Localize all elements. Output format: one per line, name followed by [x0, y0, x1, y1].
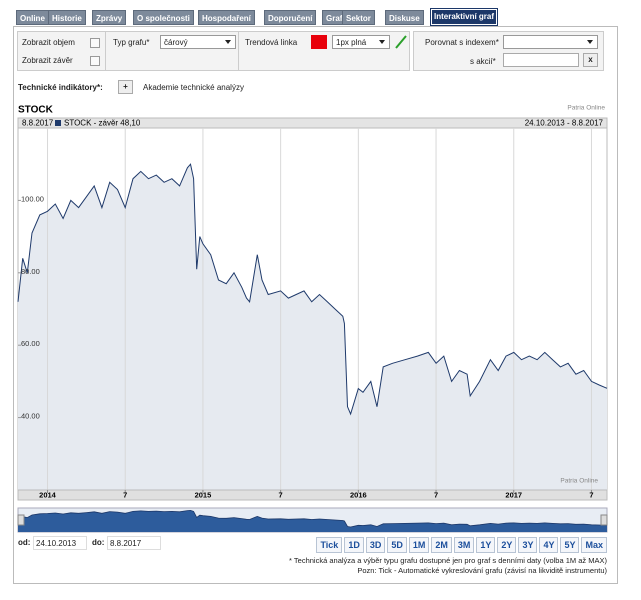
- y-tick-label: 40.00: [21, 412, 40, 421]
- text-input[interactable]: [503, 53, 579, 67]
- tab[interactable]: Doporučení: [264, 10, 317, 25]
- navigator-handle: [600, 514, 608, 526]
- clear-button[interactable]: x: [583, 53, 598, 67]
- legend-label: STOCK - závěr 48,10: [64, 119, 141, 128]
- tab[interactable]: Diskuse: [385, 10, 424, 25]
- range-buttons: Tick 1D 3D 5D 1M 2M 3M 1Y 2Y 3Y 4Y 5Y Max: [314, 537, 607, 553]
- academy-link[interactable]: Akademie technické analýzy: [143, 83, 244, 92]
- tab[interactable]: Hospodaření: [198, 10, 255, 25]
- color-swatch[interactable]: [311, 35, 327, 49]
- separator: [238, 31, 239, 71]
- x-tick-label: 7: [123, 490, 127, 499]
- checkbox[interactable]: [90, 56, 100, 66]
- checkbox[interactable]: [90, 38, 100, 48]
- tab[interactable]: Interaktivní graf: [430, 8, 499, 26]
- pen-stroke: [395, 35, 407, 49]
- range-button[interactable]: 5Y: [560, 537, 580, 553]
- to-input[interactable]: 8.8.2017: [107, 536, 161, 550]
- label: Typ grafu*: [113, 38, 150, 47]
- range-button[interactable]: Tick: [316, 537, 343, 553]
- header-date: 8.8.2017: [22, 119, 54, 128]
- select[interactable]: čárový: [160, 35, 236, 49]
- range-button[interactable]: 2M: [431, 537, 452, 553]
- add-button[interactable]: +: [118, 80, 133, 94]
- tab[interactable]: Historie: [48, 10, 86, 25]
- range-button[interactable]: 3M: [453, 537, 475, 553]
- range-button[interactable]: 5D: [387, 537, 407, 553]
- from-label: od:: [18, 538, 31, 547]
- source: Patria Online: [567, 105, 605, 112]
- x-tick-label: 2016: [350, 490, 367, 499]
- tab[interactable]: Online: [16, 10, 49, 25]
- y-tick-label: 100.00: [21, 194, 44, 203]
- indicators-label: Technické indikátory*:: [18, 83, 103, 92]
- range-button[interactable]: 4Y: [539, 537, 559, 553]
- label: s akcií*: [470, 57, 496, 66]
- x-tick-label: 7: [589, 490, 593, 499]
- range-button[interactable]: Max: [581, 537, 607, 553]
- x-tick-label: 2017: [505, 490, 522, 499]
- tab[interactable]: Zprávy: [92, 10, 127, 25]
- y-tick-label: 60.00: [21, 339, 40, 348]
- x-tick-label: 2015: [195, 490, 212, 499]
- label: Trendová linka: [245, 38, 298, 47]
- legend-swatch: [55, 120, 61, 126]
- label: Zobrazit závěr: [22, 56, 73, 65]
- select[interactable]: 1px plná: [332, 35, 390, 49]
- from-input[interactable]: 24.10.2013: [33, 536, 87, 550]
- main-frame: [13, 26, 618, 584]
- navigator-fill: [18, 510, 607, 532]
- tab[interactable]: O společnosti: [133, 10, 194, 25]
- separator: [105, 31, 106, 71]
- chart-title: STOCK: [18, 105, 54, 116]
- range-button[interactable]: 3D: [365, 537, 386, 553]
- select[interactable]: [503, 35, 598, 49]
- note: Pozn: Tick - Automatické vykreslování gr…: [357, 566, 607, 575]
- label: Zobrazit objem: [22, 38, 75, 47]
- range-button[interactable]: 1D: [344, 537, 364, 553]
- x-tick-label: 7: [434, 490, 438, 499]
- navigator-line: [17, 509, 608, 528]
- range-button[interactable]: 1M: [408, 537, 430, 553]
- header-range: 24.10.2013 - 8.8.2017: [525, 119, 604, 128]
- range-button[interactable]: 3Y: [518, 537, 538, 553]
- watermark: Patria Online: [560, 478, 598, 485]
- note: * Technická analýza a výběr typu grafu d…: [289, 556, 607, 565]
- price-line: [17, 163, 608, 416]
- range-button[interactable]: 2Y: [497, 537, 517, 553]
- navigator-handle: [17, 514, 25, 526]
- tab[interactable]: Sektor: [342, 10, 375, 25]
- x-tick-label: 7: [279, 490, 283, 499]
- y-tick-label: 80.00: [21, 267, 40, 276]
- to-label: do:: [92, 538, 105, 547]
- x-tick-label: 2014: [39, 490, 57, 499]
- pen-icon[interactable]: [394, 34, 408, 50]
- area-fill: [18, 164, 607, 490]
- range-button[interactable]: 1Y: [476, 537, 496, 553]
- label: Porovnat s indexem*: [425, 38, 499, 47]
- x-axis-band: [17, 489, 608, 501]
